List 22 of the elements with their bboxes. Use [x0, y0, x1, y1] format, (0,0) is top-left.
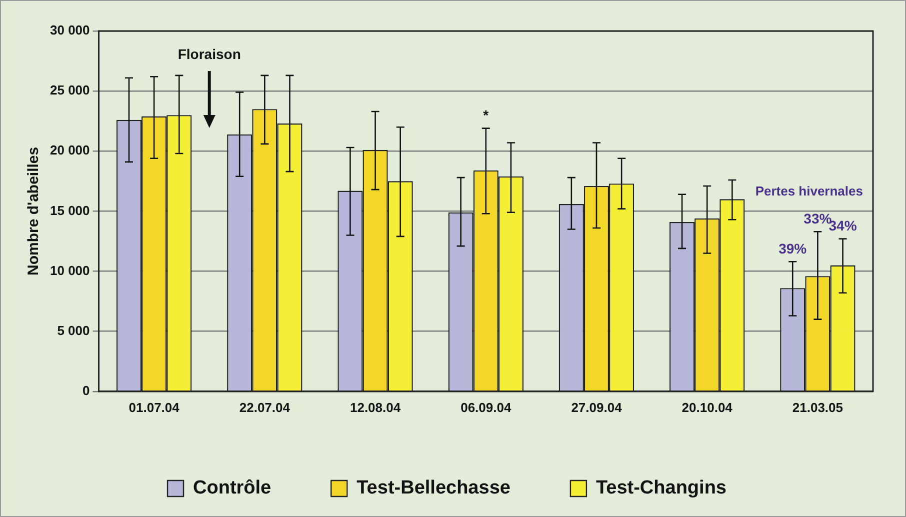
annotation: 39%: [778, 240, 808, 257]
x-tick-label: 20.10.04: [682, 400, 734, 415]
y-tick-label: 10 000: [50, 262, 90, 278]
x-tick-label: 06.09.04: [460, 400, 512, 415]
x-tick-label: 01.07.04: [128, 400, 180, 415]
x-tick-label: 22.07.04: [239, 400, 291, 415]
y-tick-label: 5 000: [57, 322, 90, 338]
annotation: Floraison: [178, 46, 241, 62]
y-tick-label: 20 000: [50, 142, 90, 158]
y-tick-label: 25 000: [50, 82, 90, 98]
y-tick-label: 30 000: [50, 22, 90, 38]
y-tick-label: 15 000: [50, 202, 90, 218]
y-axis-title: Nombre d'abeilles: [25, 146, 42, 276]
x-tick-label: 12.08.04: [350, 400, 402, 415]
y-tick-label: 0: [82, 382, 90, 398]
x-tick-label: 21.03.05: [792, 400, 843, 415]
annotation: *: [483, 107, 490, 124]
annotation: Pertes hivernales: [755, 184, 863, 199]
legend-label: Test-Changins: [596, 478, 726, 499]
x-tick-label: 27.09.04: [571, 400, 623, 415]
legend-label: Contrôle: [193, 478, 272, 499]
legend-label: Test-Bellechasse: [356, 478, 510, 499]
